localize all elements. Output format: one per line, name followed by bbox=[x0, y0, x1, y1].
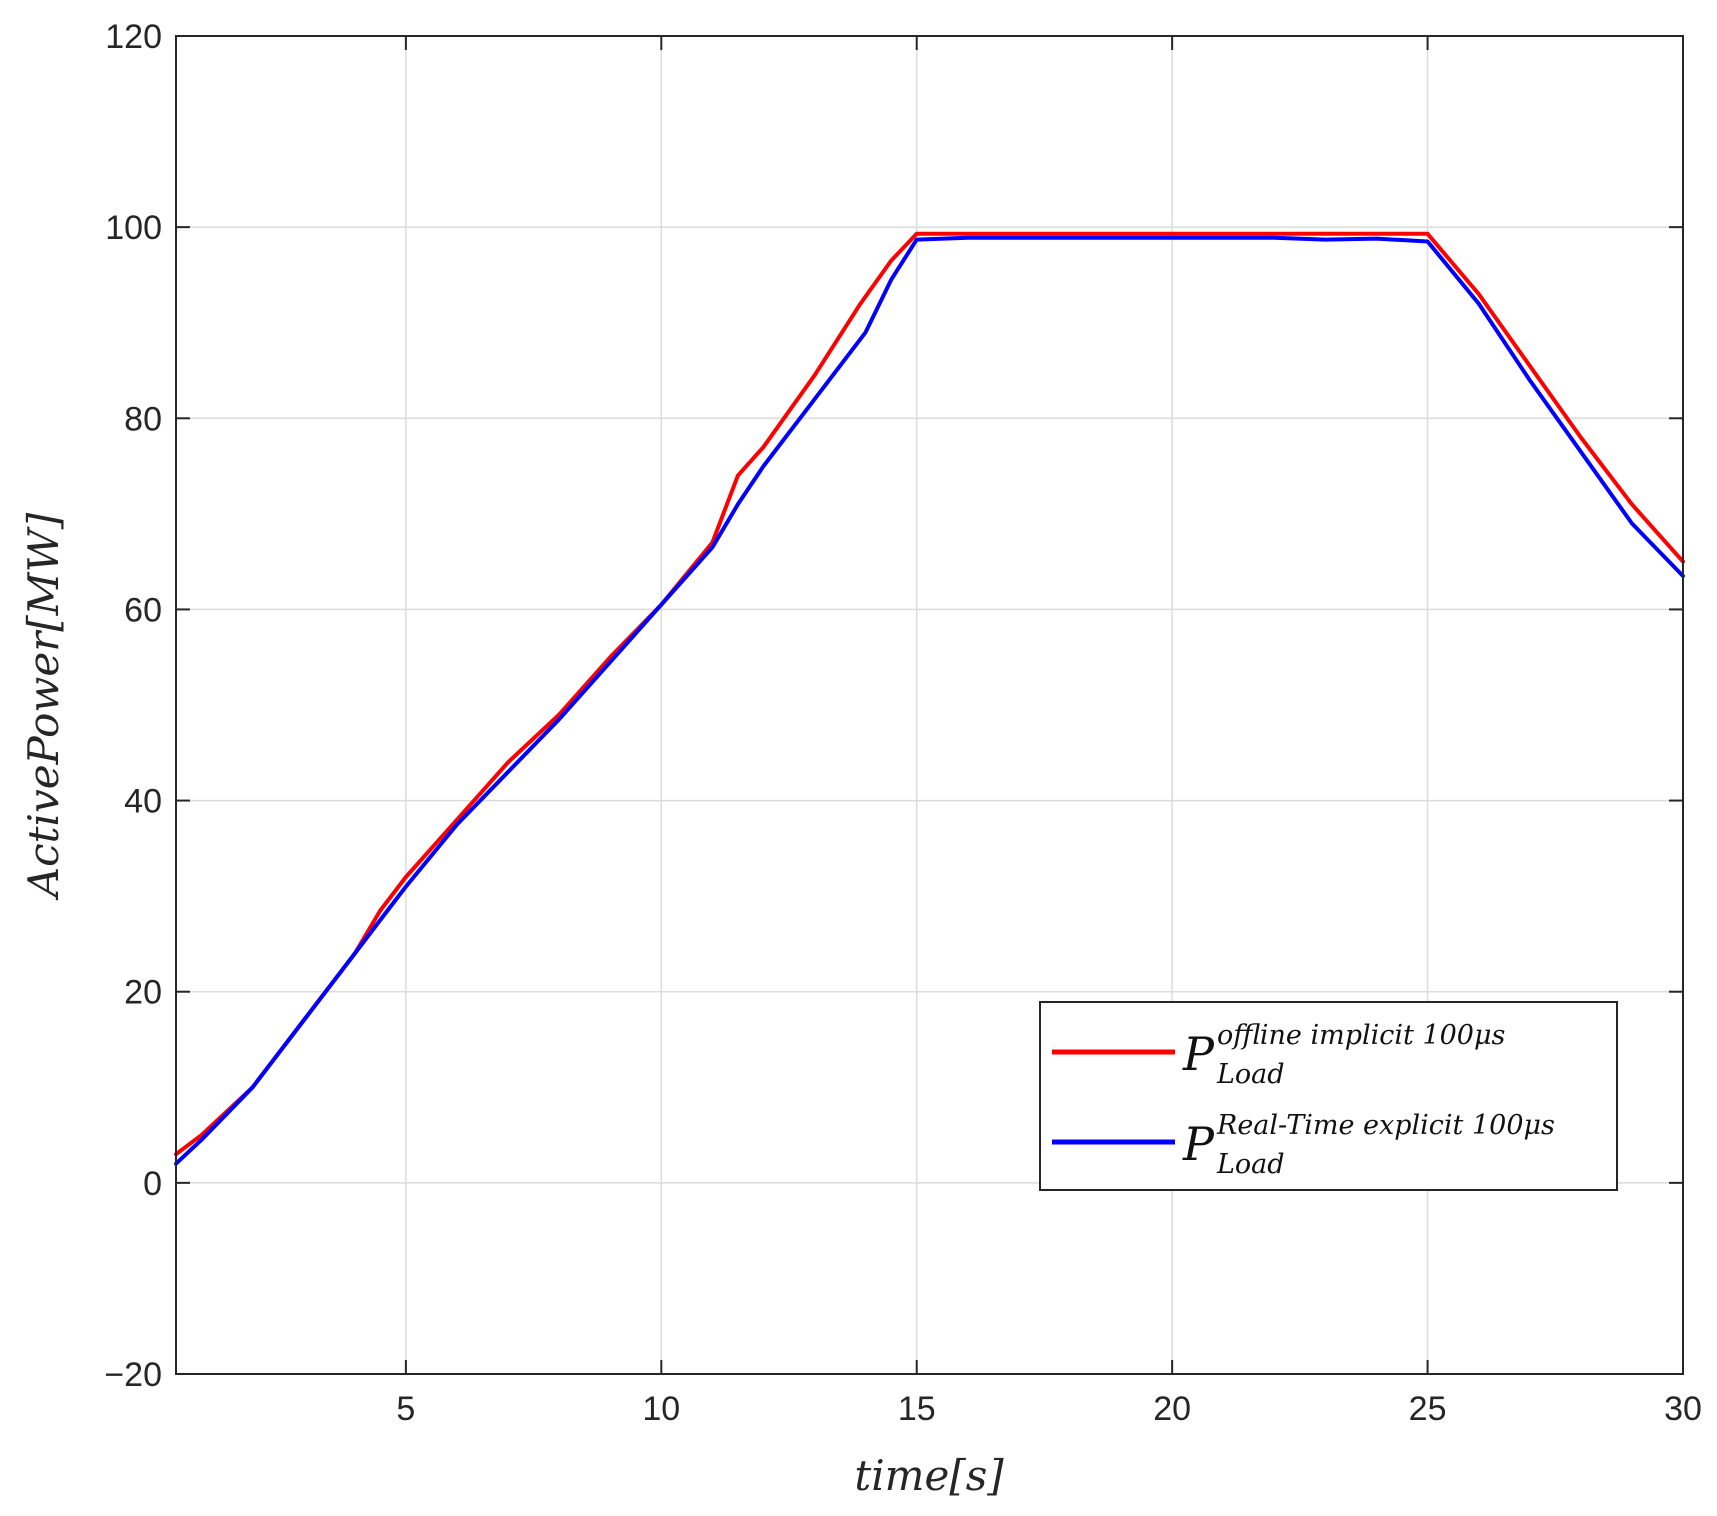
x-tick-label: 25 bbox=[1409, 1390, 1447, 1428]
legend-box bbox=[1039, 1001, 1618, 1191]
x-tick-label: 15 bbox=[898, 1390, 936, 1428]
x-tick-label: 5 bbox=[396, 1390, 415, 1428]
x-tick-label: 20 bbox=[1153, 1390, 1191, 1428]
y-tick-label: 80 bbox=[124, 400, 162, 438]
y-tick-label: 20 bbox=[124, 974, 162, 1012]
y-tick-label: 100 bbox=[105, 209, 162, 247]
legend: P offline implicit 100μs Load P Real-Tim… bbox=[1039, 1001, 1618, 1191]
y-tick-label: 60 bbox=[124, 591, 162, 629]
axis-ticks: 5 10 15 20 25 30 −20 0 20 40 60 80 100 120 bbox=[104, 18, 1702, 1428]
legend-sup-offline: offline implicit 100μs bbox=[1217, 1020, 1505, 1051]
x-tick-label: 10 bbox=[642, 1390, 680, 1428]
x-tick-label: 30 bbox=[1664, 1390, 1702, 1428]
x-axis-label: time[s] bbox=[854, 1451, 1004, 1500]
y-tick-label: −20 bbox=[104, 1356, 162, 1394]
legend-main-offline: P bbox=[1182, 1027, 1215, 1081]
y-tick-label: 0 bbox=[143, 1165, 162, 1203]
legend-sub-offline: Load bbox=[1216, 1059, 1285, 1090]
series-line-offline bbox=[174, 231, 1685, 1157]
series-lines bbox=[174, 231, 1685, 1166]
y-axis-label: ActivePower[MW] bbox=[19, 512, 68, 901]
legend-sup-realtime: Real-Time explicit 100μs bbox=[1216, 1110, 1555, 1141]
legend-sub-realtime: Load bbox=[1216, 1149, 1285, 1180]
y-tick-label: 40 bbox=[124, 783, 162, 821]
legend-main-realtime: P bbox=[1182, 1117, 1215, 1171]
series-line-realtime bbox=[174, 235, 1685, 1166]
plot-frame bbox=[175, 35, 1684, 1375]
y-tick-label: 120 bbox=[105, 18, 162, 56]
